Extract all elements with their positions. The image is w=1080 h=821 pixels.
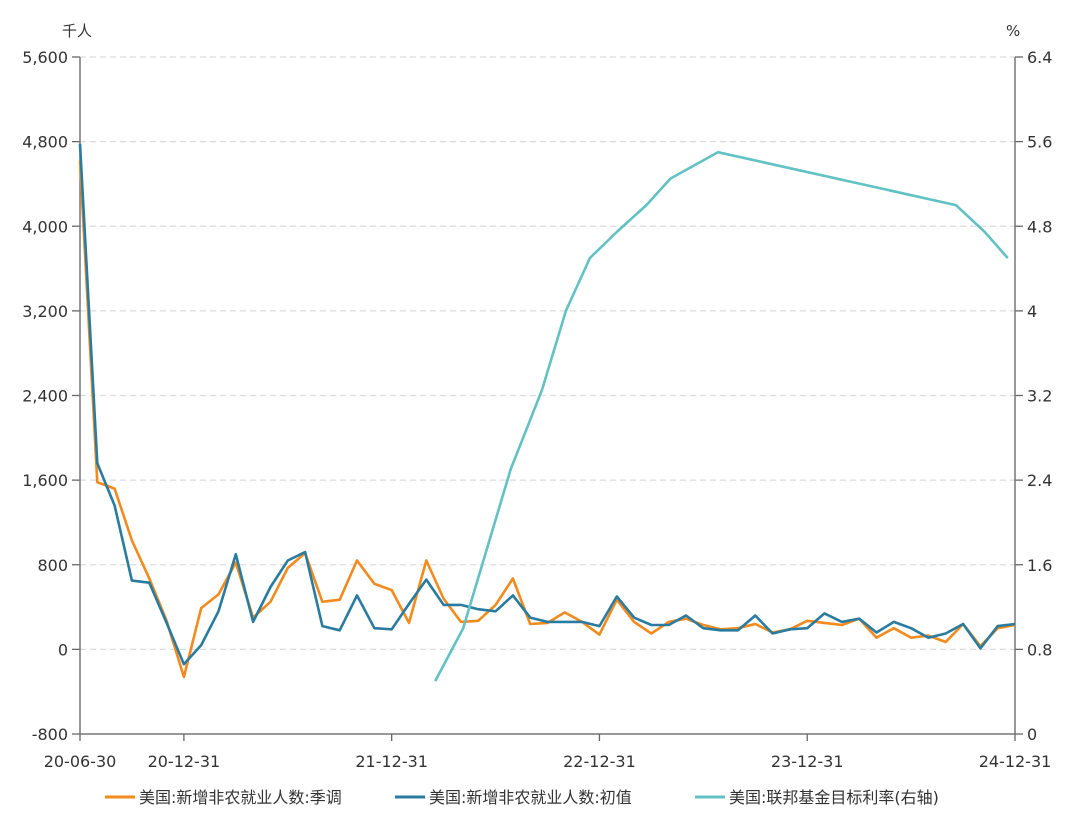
x-tick-label: 24-12-31 [979,752,1052,771]
right-tick-label: 5.6 [1027,133,1052,152]
right-tick-label: 4.8 [1027,217,1052,236]
left-tick-label: 4,000 [22,217,68,236]
x-tick-label: 20-06-30 [44,752,117,771]
right-tick-label: 6.4 [1027,48,1052,67]
right-tick-label: 2.4 [1027,471,1052,490]
left-tick-label: 0 [58,640,68,659]
series-line-1 [80,144,1015,665]
left-tick-label: -800 [32,725,68,744]
left-tick-label: 800 [37,556,68,575]
left-tick-label: 5,600 [22,48,68,67]
legend-item: 美国:新增非农就业人数:季调 [105,788,342,807]
x-tick-label: 20-12-31 [148,752,221,771]
x-tick-label: 21-12-31 [355,752,428,771]
legend-item: 美国:联邦基金目标利率(右轴) [695,788,939,807]
series-line-0 [80,161,1015,677]
right-tick-label: 1.6 [1027,556,1052,575]
x-tick-label: 23-12-31 [771,752,844,771]
left-tick-label: 3,200 [22,302,68,321]
left-tick-label: 1,600 [22,471,68,490]
right-tick-label: 0 [1027,725,1037,744]
right-tick-label: 0.8 [1027,640,1052,659]
left-tick-label: 4,800 [22,133,68,152]
legend: 美国:新增非农就业人数:季调 美国:新增非农就业人数:初值 美国:联邦基金目标利率(… [105,788,939,807]
right-unit-label: % [1006,22,1020,40]
grid-lines [80,57,1015,649]
left-tick-label: 2,400 [22,387,68,406]
legend-label: 美国:新增非农就业人数:季调 [139,788,342,807]
right-tick-label: 3.2 [1027,387,1052,406]
right-tick-label: 4 [1027,302,1037,321]
left-unit-label: 千人 [62,22,92,40]
series-lines [80,144,1015,682]
legend-label: 美国:新增非农就业人数:初值 [429,788,632,807]
legend-label: 美国:联邦基金目标利率(右轴) [729,788,939,807]
legend-item: 美国:新增非农就业人数:初值 [395,788,632,807]
axes: -800 0 800 1,600 2,400 3,200 4,000 4,800 5,600 0 0… [22,48,1052,771]
x-tick-label: 22-12-31 [563,752,636,771]
